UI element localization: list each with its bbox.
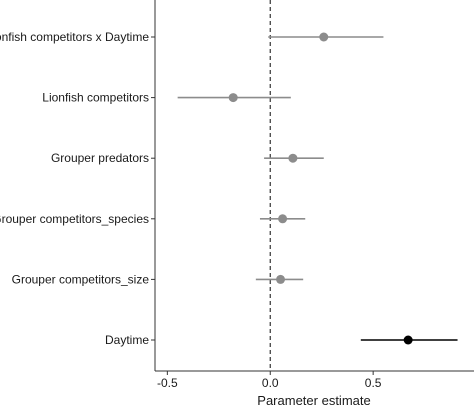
x-tick-label: 0.5	[365, 376, 382, 390]
x-tick-label: 0.0	[262, 376, 279, 390]
category-label: Grouper competitors_species	[0, 212, 149, 226]
estimate-point	[288, 153, 298, 163]
category-label: Grouper predators	[51, 151, 149, 165]
x-axis-title: Parameter estimate	[257, 393, 370, 408]
estimate-point	[278, 214, 288, 224]
estimate-point	[319, 32, 329, 42]
category-label: Grouper competitors_size	[12, 272, 150, 286]
category-label: Lionfish competitors x Daytime	[0, 30, 149, 44]
category-label: Daytime	[105, 333, 149, 347]
x-axis-ticks: -0.5 0.0 0.5	[157, 371, 382, 390]
x-tick-label: -0.5	[157, 376, 178, 390]
estimate-point	[276, 274, 286, 284]
estimate-series: Lionfish competitors x Daytime Lionfish c…	[0, 30, 458, 347]
category-label: Lionfish competitors	[42, 91, 149, 105]
estimate-point	[403, 335, 413, 345]
estimate-point	[228, 93, 238, 103]
